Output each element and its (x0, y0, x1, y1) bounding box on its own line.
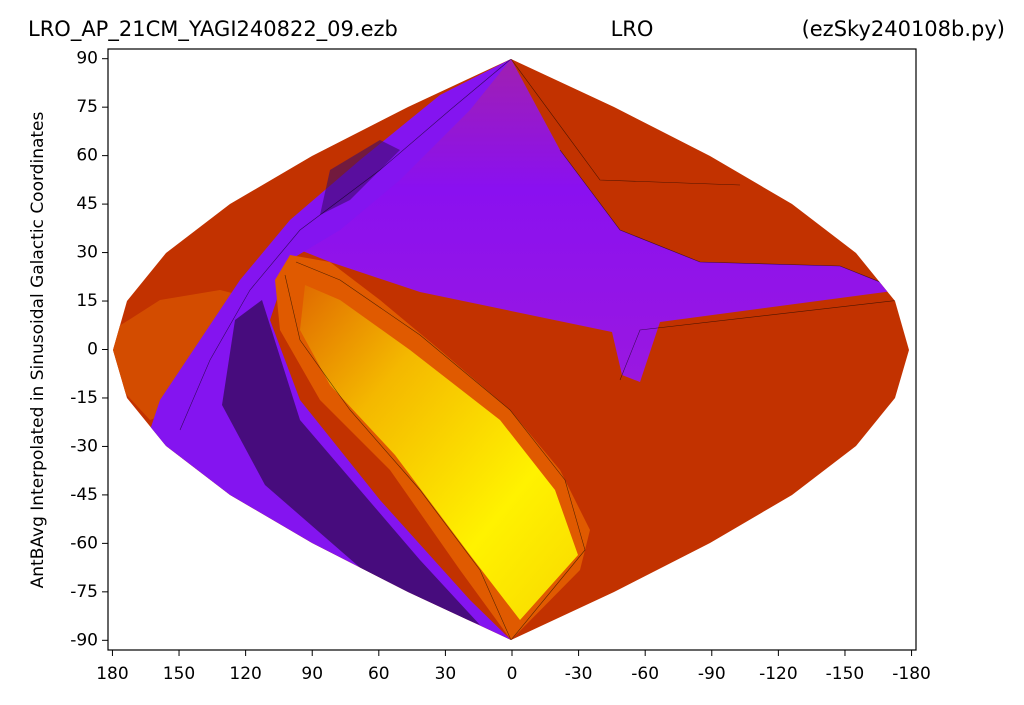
y-tick-label: -60 (70, 533, 98, 553)
y-tick-label: 0 (87, 340, 98, 360)
x-tick-label: 30 (435, 664, 457, 684)
map-region (222, 300, 480, 625)
x-tick-label: -90 (698, 664, 726, 684)
y-tick-label: 75 (76, 97, 98, 117)
x-tick-label: -60 (631, 664, 659, 684)
contour-lines (179, 59, 901, 640)
y-tick-label: 30 (76, 243, 98, 263)
title-center: LRO (611, 17, 654, 41)
x-tick-label: -120 (759, 664, 798, 684)
x-tick-label: 60 (368, 664, 390, 684)
y-tick-label: -45 (70, 485, 98, 505)
title-right: (ezSky240108b.py) (802, 17, 1005, 41)
x-tick-label: -150 (826, 664, 865, 684)
y-tick-label: -15 (70, 388, 98, 408)
title-left: LRO_AP_21CM_YAGI240822_09.ezb (28, 17, 398, 42)
x-tick-label: 180 (96, 664, 128, 684)
x-tick-label: -30 (565, 664, 593, 684)
y-tick-label: -75 (70, 582, 98, 602)
y-tick-label: 15 (76, 291, 98, 311)
x-tick-label: 120 (229, 664, 261, 684)
map-region (150, 59, 511, 640)
y-tick-label: -30 (70, 436, 98, 456)
y-tick-label: 45 (76, 194, 98, 214)
x-tick-label: 0 (507, 664, 518, 684)
map-region (300, 59, 900, 382)
map-region (320, 140, 400, 215)
x-tick-label: -180 (892, 664, 931, 684)
x-tick-label: 90 (301, 664, 323, 684)
y-tick-label: 90 (76, 49, 98, 69)
y-tick-label: -90 (70, 630, 98, 650)
y-axis-label: AntBAvg Interpolated in Sinusoidal Galac… (28, 112, 48, 589)
map-region (300, 285, 578, 620)
x-tick-label: 150 (163, 664, 195, 684)
y-tick-label: 60 (76, 146, 98, 166)
sky-map (113, 59, 909, 640)
